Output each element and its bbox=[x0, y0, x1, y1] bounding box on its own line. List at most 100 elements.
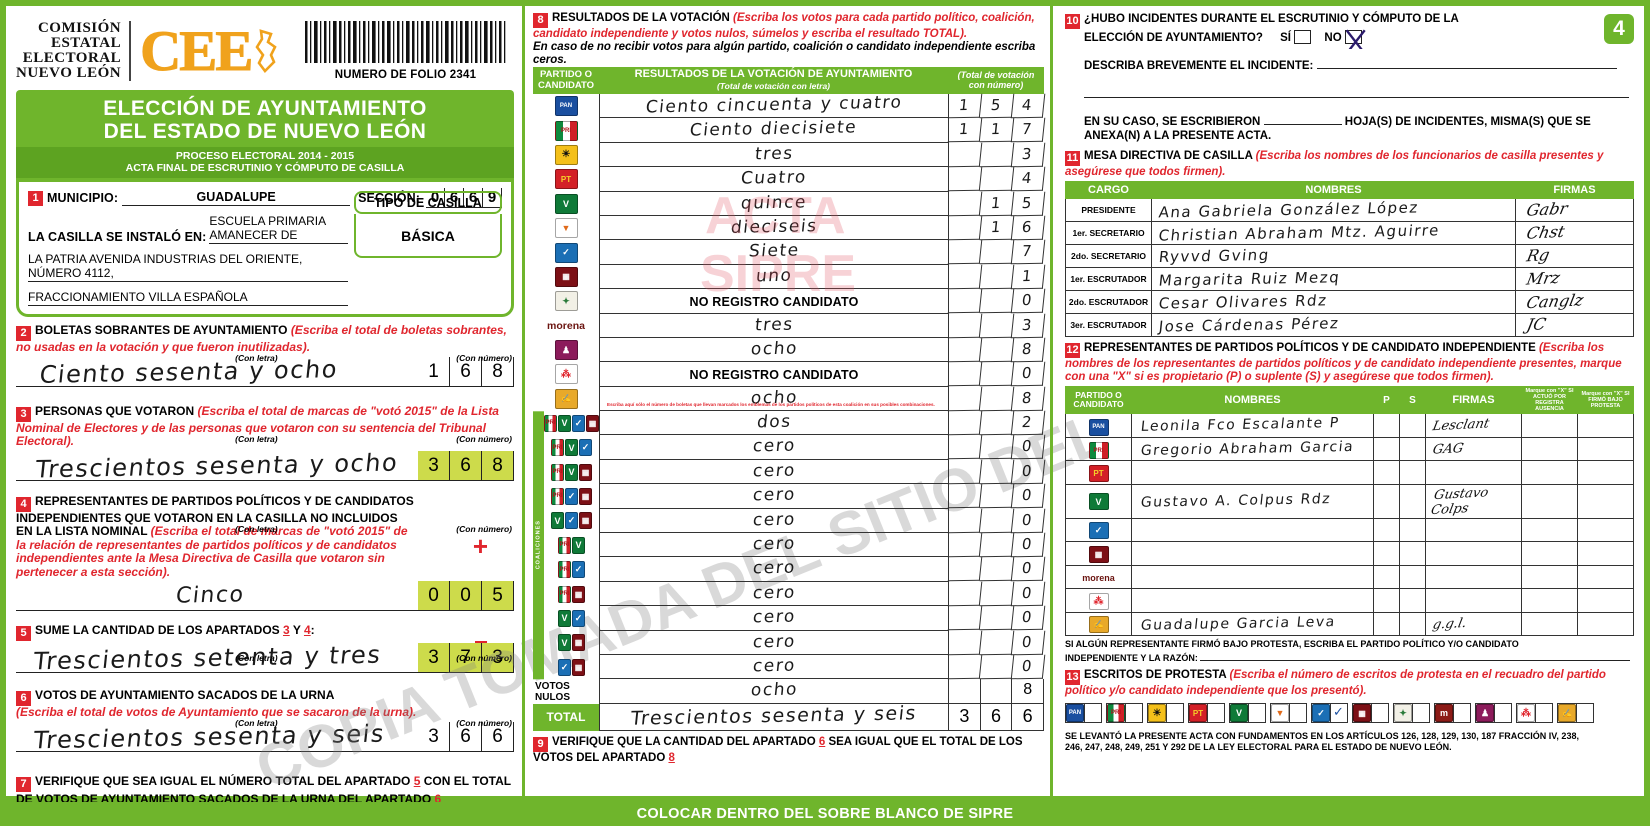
votos-nulos-digit-1[interactable] bbox=[980, 679, 1013, 704]
section-6-letra[interactable]: Trescientos sesenta y seis bbox=[32, 719, 387, 754]
rep-p-box[interactable] bbox=[1373, 564, 1400, 589]
rep-s-box[interactable] bbox=[1399, 517, 1426, 542]
party-digit-2[interactable]: 4 bbox=[1011, 166, 1046, 192]
party-digit-0[interactable] bbox=[947, 142, 982, 168]
party-letra-cell[interactable]: dieciseis bbox=[599, 215, 948, 241]
party-letra[interactable]: Ciento diecisiete bbox=[689, 117, 859, 141]
coalition-digit-2[interactable]: 0 bbox=[1011, 532, 1046, 558]
coalition-letra[interactable]: cero bbox=[751, 631, 797, 653]
rep-p-box[interactable] bbox=[1373, 611, 1400, 636]
party-letra[interactable]: Ciento cincuenta y cuatro bbox=[644, 92, 904, 118]
rep-firma[interactable] bbox=[1425, 588, 1522, 613]
hojas-incidentes-field[interactable] bbox=[1263, 113, 1342, 125]
party-letra-cell[interactable]: Ciento cincuenta y cuatro bbox=[599, 92, 948, 119]
coalition-letra[interactable]: cero bbox=[751, 460, 797, 482]
section-3-digits[interactable]: 3 6 8 bbox=[418, 450, 514, 481]
section-4-letra[interactable]: Cinco bbox=[174, 582, 246, 609]
mesa-firma[interactable]: Chst bbox=[1515, 221, 1634, 245]
protesta-box[interactable]: ⁂ bbox=[1516, 703, 1553, 723]
rep-ausencia-box[interactable] bbox=[1521, 564, 1578, 589]
rep-nombre[interactable]: Gregorio Abraham Garcia bbox=[1131, 436, 1374, 461]
party-letra[interactable]: Cuatro bbox=[740, 167, 808, 189]
protesta-box[interactable]: PT bbox=[1188, 703, 1225, 723]
coalition-digits[interactable]: 2 bbox=[947, 410, 1046, 436]
seccion-digit-0[interactable]: 0 bbox=[426, 188, 445, 208]
mesa-nombre-text[interactable]: Jose Cárdenas Pérez bbox=[1157, 313, 1341, 336]
protesta-count-field[interactable] bbox=[1576, 704, 1593, 722]
describe-incident-field-2[interactable] bbox=[1084, 85, 1629, 98]
party-digits[interactable]: 0 bbox=[947, 361, 1046, 387]
coalition-letra[interactable]: cero bbox=[751, 582, 797, 604]
protesta-count-field[interactable] bbox=[1207, 704, 1224, 722]
mesa-nombre[interactable]: Jose Cárdenas Pérez bbox=[1151, 313, 1516, 337]
section-5-digit-1[interactable]: 7 bbox=[450, 643, 482, 673]
section-3-digit-2[interactable]: 8 bbox=[482, 450, 514, 481]
party-digit-1[interactable]: 1 bbox=[979, 118, 1014, 144]
mesa-nombre-text[interactable]: Margarita Ruiz Mezq bbox=[1157, 267, 1342, 290]
coalition-letra-cell[interactable]: cero bbox=[599, 459, 948, 485]
party-digits[interactable]: 8 bbox=[947, 337, 1046, 363]
party-digit-0[interactable] bbox=[947, 166, 982, 192]
rep-nombre[interactable] bbox=[1131, 564, 1374, 589]
coalition-letra[interactable]: cero bbox=[751, 509, 797, 531]
rep-nombre[interactable]: Guadalupe Garcia Leva bbox=[1131, 611, 1374, 636]
protesta-count-field[interactable] bbox=[1371, 704, 1388, 722]
party-digit-0[interactable]: 1 bbox=[947, 93, 982, 119]
coalition-letra-cell[interactable]: Escriba aquí sólo el número de boletas q… bbox=[599, 402, 948, 436]
protesta-count-field[interactable] bbox=[1289, 704, 1306, 722]
rep-nombre-text[interactable]: Guadalupe Garcia Leva bbox=[1139, 613, 1337, 634]
coalition-digit-1[interactable] bbox=[979, 557, 1014, 583]
coalition-digit-0[interactable] bbox=[947, 435, 982, 461]
coalition-digits[interactable]: 0 bbox=[947, 630, 1046, 656]
coalition-digit-2[interactable]: 0 bbox=[1011, 435, 1046, 461]
coalition-letra-cell[interactable]: cero bbox=[599, 606, 948, 631]
rep-ausencia-box[interactable] bbox=[1521, 517, 1578, 542]
mesa-nombre-text[interactable]: Christian Abraham Mtz. Aguirre bbox=[1157, 220, 1441, 245]
coalition-digit-1[interactable] bbox=[979, 532, 1014, 558]
party-digit-2[interactable]: 0 bbox=[1011, 361, 1046, 387]
section-3-digit-1[interactable]: 6 bbox=[450, 450, 482, 481]
coalition-digits[interactable]: 0 bbox=[947, 654, 1046, 680]
party-letra-cell[interactable]: ocho bbox=[599, 337, 948, 363]
coalition-letra[interactable]: cero bbox=[751, 436, 797, 457]
coalition-digit-1[interactable] bbox=[979, 483, 1014, 509]
total-digit-0[interactable]: 3 bbox=[949, 703, 981, 731]
party-letra-cell[interactable]: uno bbox=[599, 264, 948, 290]
party-digit-2[interactable]: 5 bbox=[1011, 191, 1046, 217]
protesta-box[interactable]: PRI bbox=[1106, 703, 1143, 723]
rep-protesta-box[interactable] bbox=[1577, 483, 1634, 519]
protesta-box[interactable]: ▦ bbox=[1352, 703, 1389, 723]
address-line-2[interactable]: LA PATRIA AVENIDA INDUSTRIAS DEL ORIENTE… bbox=[28, 251, 348, 282]
party-digit-1[interactable] bbox=[979, 288, 1014, 314]
mesa-firma[interactable]: Canglz bbox=[1515, 290, 1634, 314]
section-4-digit-0[interactable]: 0 bbox=[418, 581, 450, 611]
seccion-digit-1[interactable]: 6 bbox=[445, 188, 464, 208]
party-digits[interactable]: 8 bbox=[947, 386, 1046, 412]
coalition-digit-0[interactable] bbox=[947, 483, 982, 509]
party-letra[interactable]: dieciseis bbox=[729, 216, 819, 238]
rep-protesta-box[interactable] bbox=[1577, 413, 1634, 438]
describe-incident-field[interactable] bbox=[1316, 56, 1617, 69]
votos-nulos-letra[interactable]: ocho bbox=[749, 679, 799, 701]
party-digits[interactable]: 4 bbox=[947, 166, 1046, 192]
party-digit-0[interactable] bbox=[947, 215, 982, 241]
party-digit-1[interactable] bbox=[979, 142, 1014, 168]
protesta-count-field[interactable] bbox=[1166, 704, 1183, 722]
rep-protesta-box[interactable] bbox=[1577, 460, 1634, 485]
party-digits[interactable]: 3 bbox=[947, 313, 1046, 339]
protesta-count-field[interactable] bbox=[1248, 704, 1265, 722]
coalition-letra-cell[interactable]: cero bbox=[599, 581, 948, 607]
section-5-digits[interactable]: 3 7 3 bbox=[418, 643, 514, 673]
coalition-letra[interactable]: cero bbox=[751, 606, 797, 628]
protesta-count-field[interactable] bbox=[1453, 704, 1470, 722]
section-4-digits[interactable]: 0 0 5 bbox=[418, 581, 514, 611]
rep-p-box[interactable] bbox=[1373, 541, 1400, 566]
coalition-letra-cell[interactable]: cero bbox=[599, 630, 948, 655]
rep-nombre-text[interactable]: Gregorio Abraham Garcia bbox=[1139, 438, 1355, 459]
coalition-digits[interactable]: 0 bbox=[947, 459, 1046, 485]
rep-s-box[interactable] bbox=[1399, 436, 1426, 461]
address-line-1[interactable]: ESCUELA PRIMARIA AMANECER DE bbox=[209, 213, 348, 244]
mesa-nombre[interactable]: Christian Abraham Mtz. Aguirre bbox=[1151, 220, 1516, 245]
section-5-letra[interactable]: Trescientos setenta y tres bbox=[32, 640, 383, 676]
